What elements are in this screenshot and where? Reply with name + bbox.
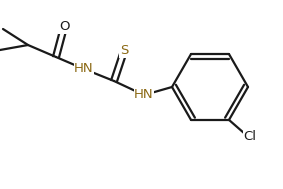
Text: HN: HN — [134, 88, 154, 101]
Text: S: S — [120, 44, 128, 57]
Text: O: O — [59, 20, 69, 33]
Text: Cl: Cl — [243, 130, 256, 143]
Text: HN: HN — [74, 63, 94, 75]
